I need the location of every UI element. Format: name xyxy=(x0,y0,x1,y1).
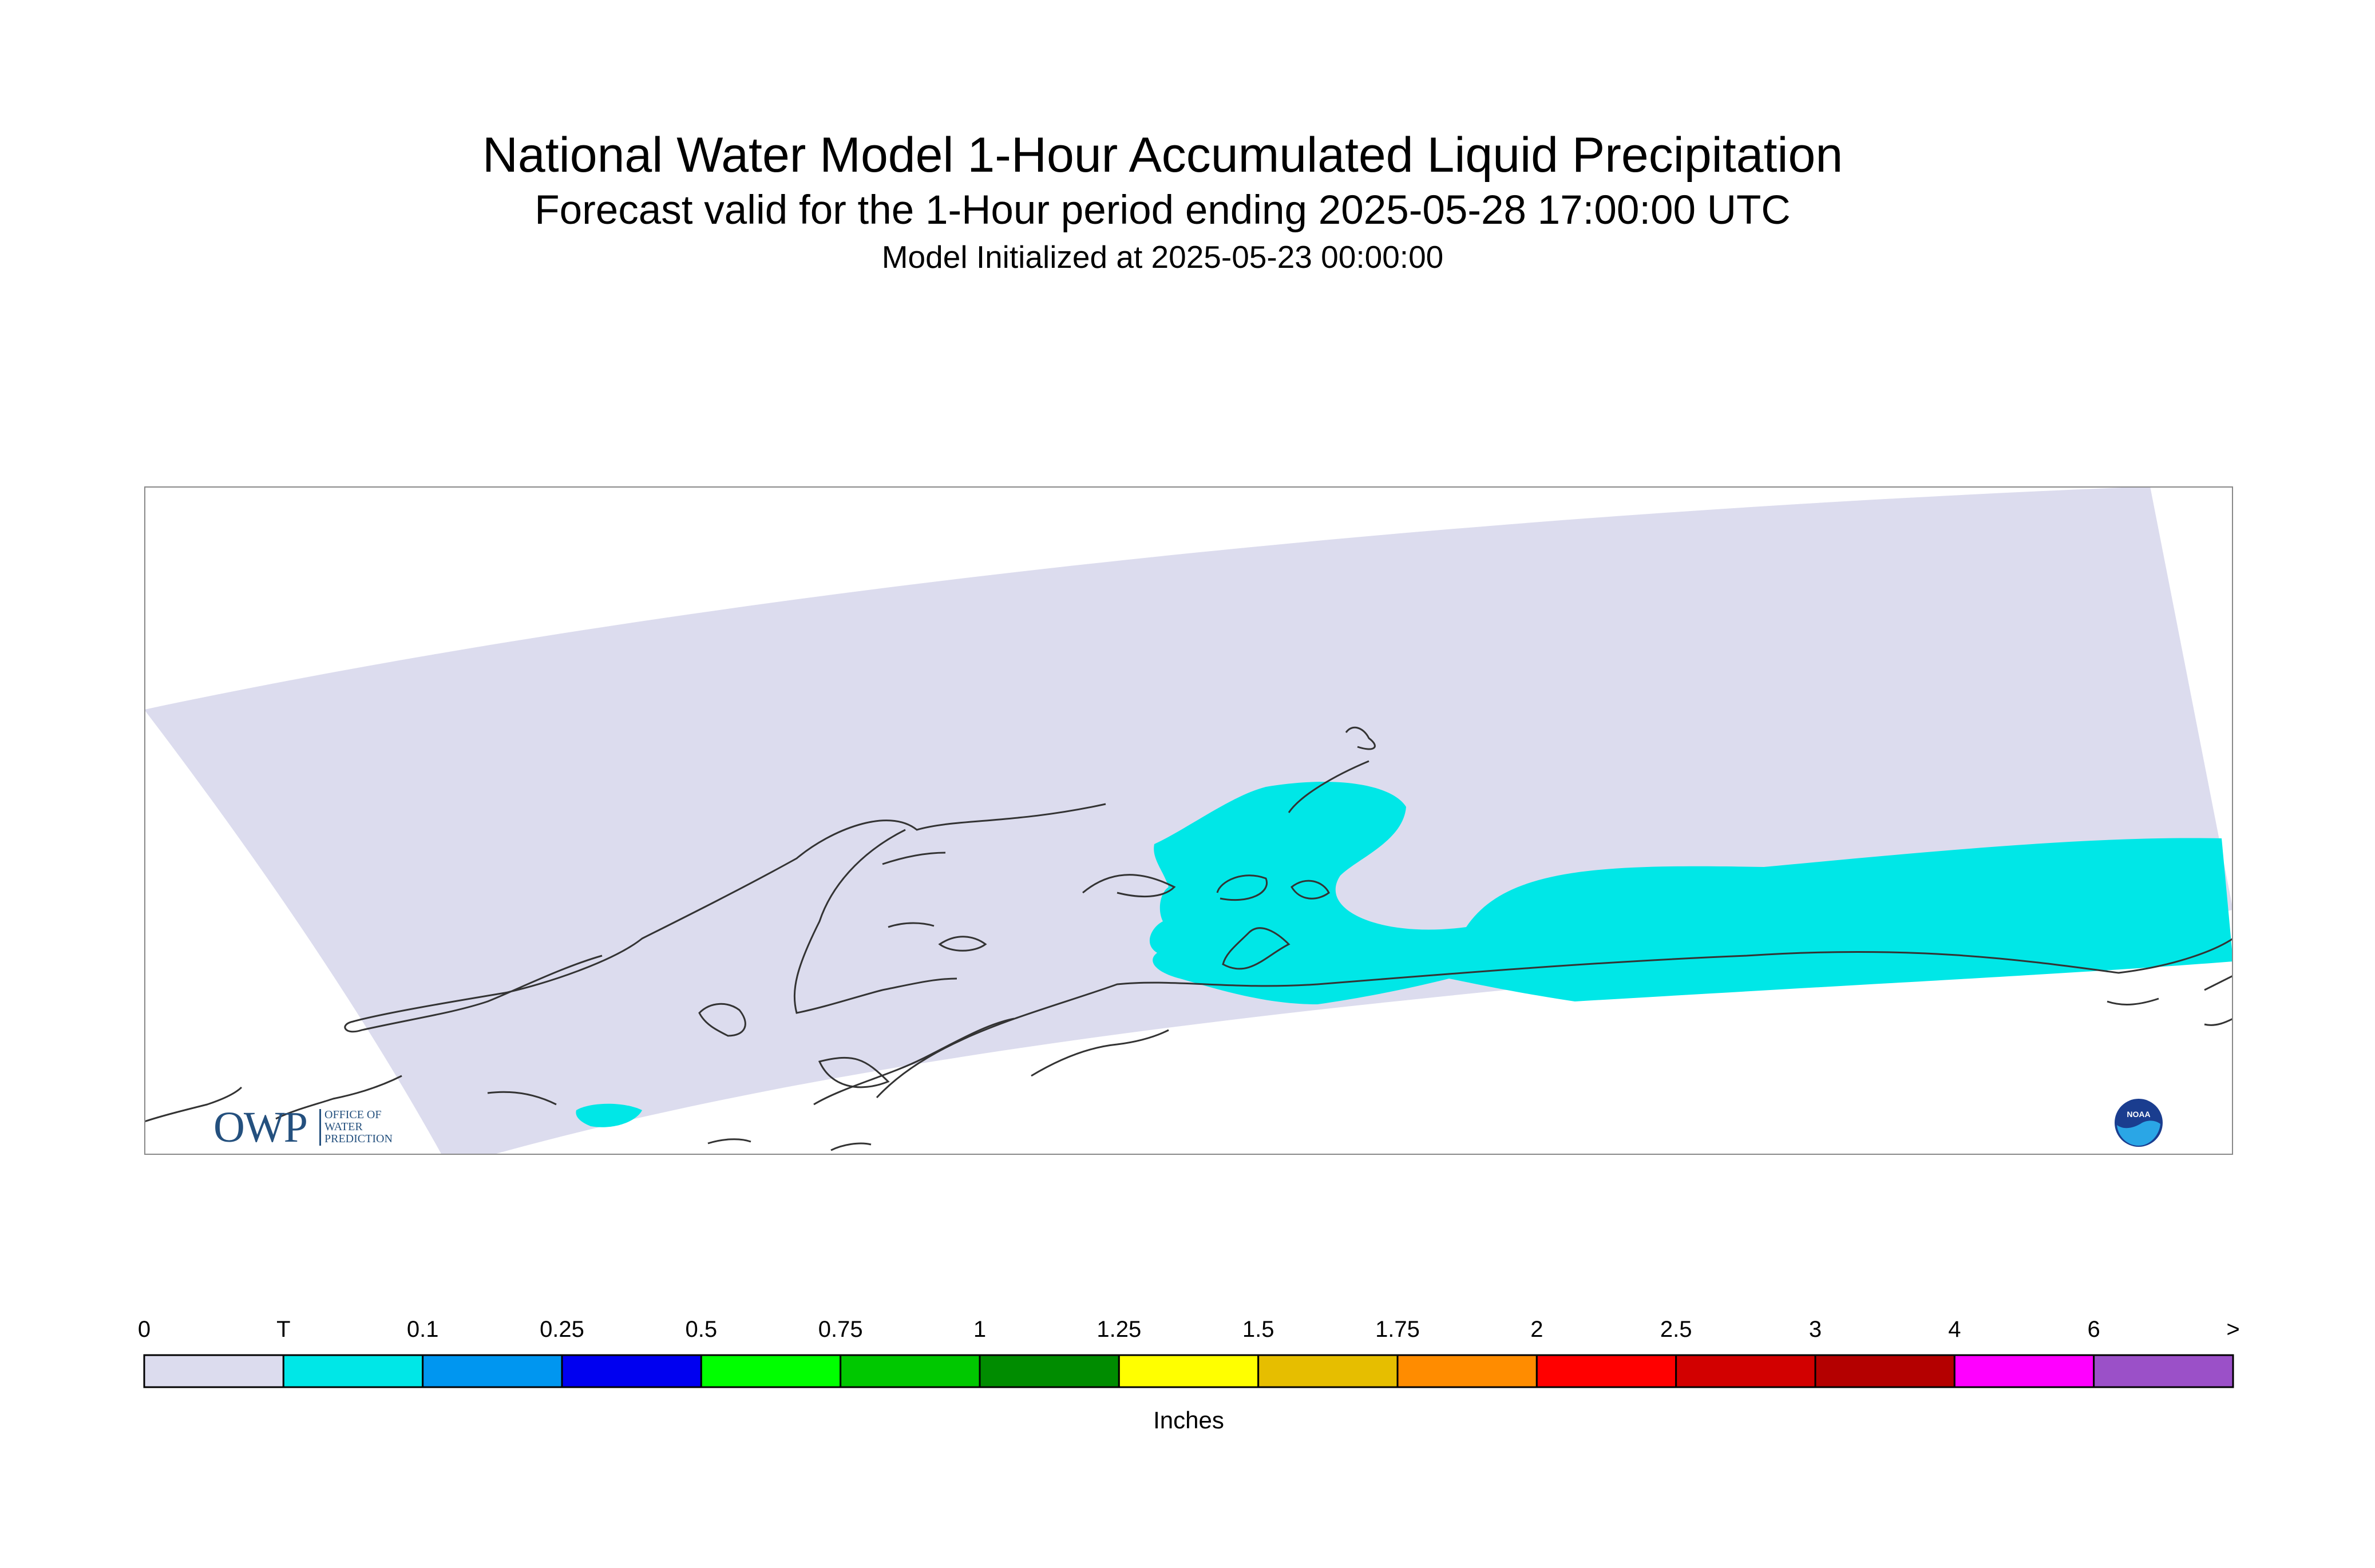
owp-logo-subtext: OFFICE OF WATER PREDICTION xyxy=(324,1109,393,1145)
legend-color-bin xyxy=(1814,1354,1956,1388)
trace-precip-area-bristol xyxy=(576,1103,642,1127)
legend-color-bin xyxy=(1118,1354,1260,1388)
color-legend: 0 T 0.1 0.25 0.5 0.75 1 1.25 1.5 1.75 2 2.5 3 4 6 > Inc… xyxy=(138,1310,2240,1442)
legend-tick-label: T xyxy=(276,1317,290,1342)
legend-tick-label: 6 xyxy=(2088,1317,2100,1342)
owp-logo-line: WATER xyxy=(324,1120,363,1133)
owp-logo-divider xyxy=(319,1109,321,1146)
legend-color-bin xyxy=(1257,1354,1399,1388)
legend-tick-label: 0.1 xyxy=(407,1317,439,1342)
legend-unit-label: Inches xyxy=(1153,1407,1224,1434)
legend-tick-label: > xyxy=(2226,1317,2239,1342)
legend-color-bin xyxy=(700,1354,842,1388)
owp-logo-text: OWP xyxy=(213,1103,308,1151)
map-canvas xyxy=(144,486,2233,1155)
map-title: National Water Model 1-Hour Accumulated … xyxy=(482,128,1843,183)
legend-tick-label: 4 xyxy=(1948,1317,1961,1342)
legend-color-bin xyxy=(143,1354,284,1388)
legend-tick-label: 2.5 xyxy=(1660,1317,1692,1342)
legend-tick-label: 0 xyxy=(138,1317,151,1342)
legend-color-bin xyxy=(840,1354,981,1388)
noaa-logo-wave xyxy=(2117,1120,2160,1146)
legend-color-bin xyxy=(561,1354,702,1388)
legend-color-bin xyxy=(1953,1354,2095,1388)
legend-tick-label: 2 xyxy=(1530,1317,1543,1342)
legend-color-bin xyxy=(422,1354,563,1388)
map-panel xyxy=(144,486,2233,1155)
legend-tick-label: 1.25 xyxy=(1097,1317,1141,1342)
legend-tick-label: 1.75 xyxy=(1375,1317,1420,1342)
trace-precip-area-gulf xyxy=(1149,782,2233,1004)
model-init-line: Model Initialized at 2025-05-23 00:00:00 xyxy=(881,239,1444,275)
legend-tick-label: 0.5 xyxy=(686,1317,718,1342)
legend-color-bin xyxy=(1535,1354,1677,1388)
legend-tick-label: 1.5 xyxy=(1242,1317,1274,1342)
owp-logo: OWP OFFICE OF WATER PREDICTION xyxy=(213,1104,442,1150)
legend-tick-label: 3 xyxy=(1809,1317,1822,1342)
noaa-logo-text: NOAA xyxy=(2127,1110,2150,1119)
legend-tick-label: 1 xyxy=(973,1317,986,1342)
map-frame xyxy=(144,486,2233,1155)
coastlines xyxy=(144,726,2233,1151)
legend-tick-label: 0.25 xyxy=(540,1317,584,1342)
legend-color-bin xyxy=(2093,1354,2234,1388)
owp-logo-line: OFFICE OF xyxy=(324,1108,382,1121)
map-subtitle: Forecast valid for the 1-Hour period end… xyxy=(535,188,1791,233)
owp-logo-line: PREDICTION xyxy=(324,1133,393,1145)
legend-color-bin xyxy=(979,1354,1120,1388)
legend-bar: 0 T 0.1 0.25 0.5 0.75 1 1.25 1.5 1.75 2 2.5 3 4 6 > xyxy=(138,1317,2240,1388)
noaa-logo: NOAA xyxy=(2115,1099,2163,1147)
legend-color-bin xyxy=(282,1354,424,1388)
legend-color-bin xyxy=(1675,1354,1816,1388)
legend-tick-label: 0.75 xyxy=(818,1317,863,1342)
legend-color-bin xyxy=(1396,1354,1538,1388)
model-domain-area xyxy=(144,486,2233,1155)
